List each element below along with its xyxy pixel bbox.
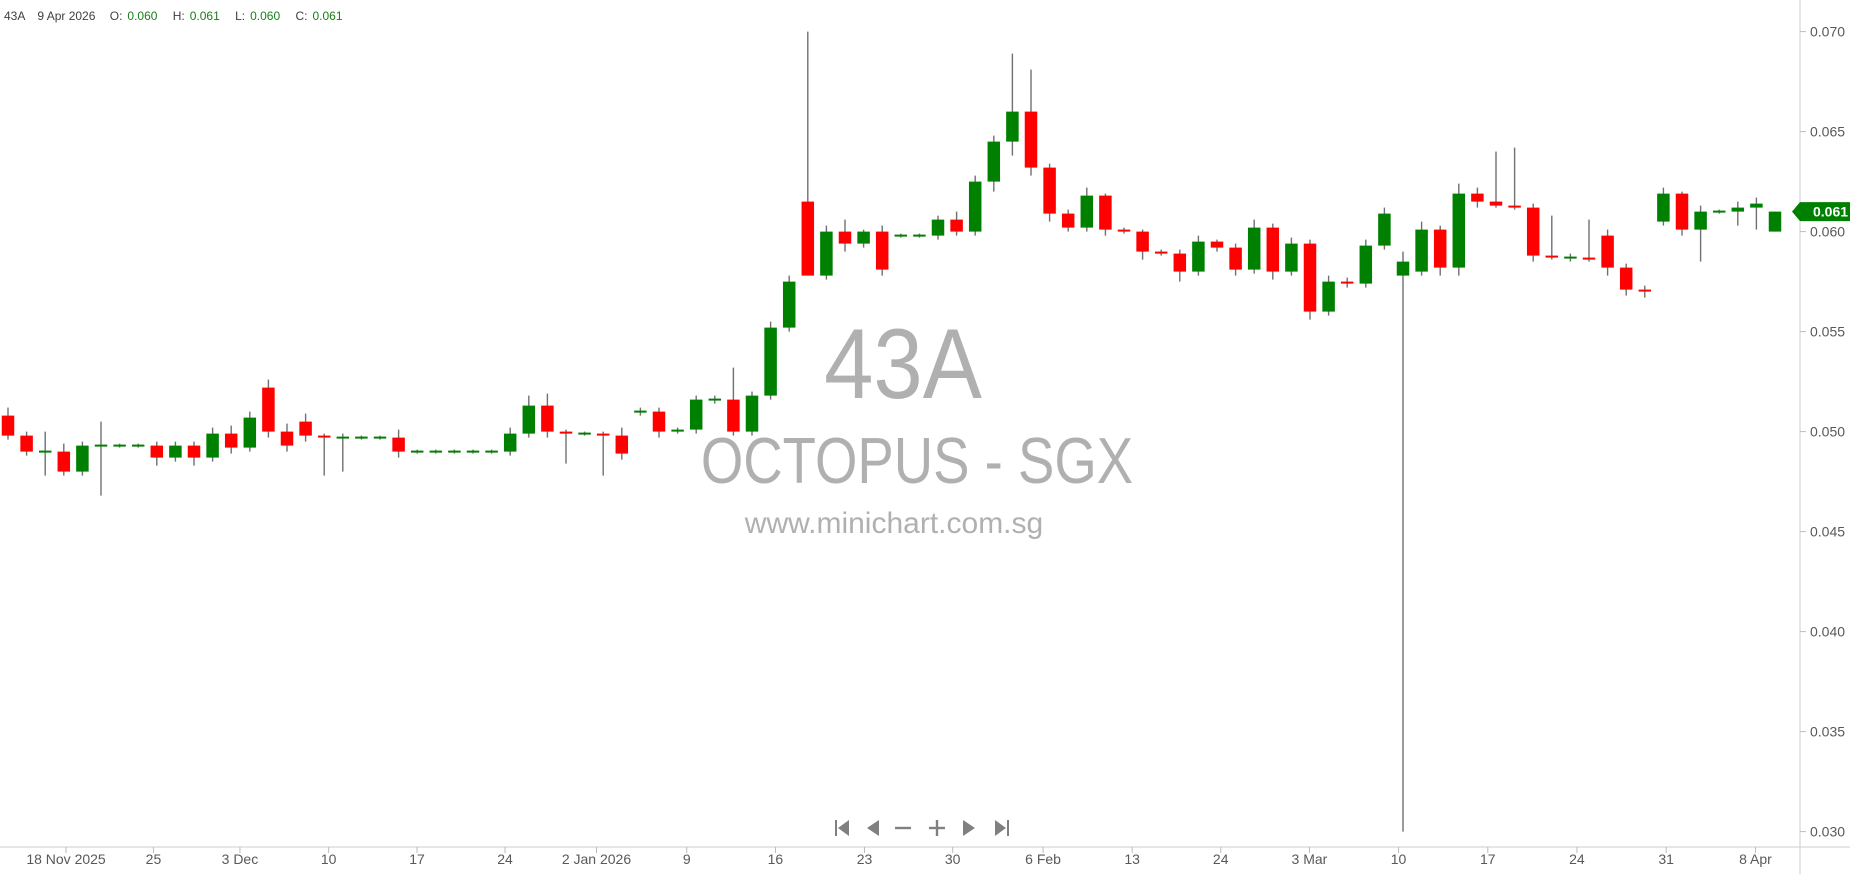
svg-text:2 Jan 2026: 2 Jan 2026 — [562, 851, 631, 867]
svg-text:0.060: 0.060 — [127, 9, 157, 23]
svg-text:0.050: 0.050 — [1810, 424, 1845, 440]
svg-text:3 Dec: 3 Dec — [222, 851, 259, 867]
svg-text:23: 23 — [857, 851, 873, 867]
svg-text:0.061: 0.061 — [312, 9, 342, 23]
svg-text:6 Feb: 6 Feb — [1025, 851, 1061, 867]
svg-text:www.minichart.com.sg: www.minichart.com.sg — [744, 507, 1043, 540]
svg-text:17: 17 — [409, 851, 425, 867]
svg-text:C:: C: — [295, 9, 307, 23]
svg-text:0.045: 0.045 — [1810, 524, 1845, 540]
svg-text:10: 10 — [1391, 851, 1407, 867]
svg-text:L:: L: — [235, 9, 245, 23]
svg-text:0.040: 0.040 — [1810, 624, 1845, 640]
svg-text:43A: 43A — [824, 308, 982, 419]
svg-text:25: 25 — [146, 851, 162, 867]
svg-text:0.060: 0.060 — [250, 9, 280, 23]
svg-text:13: 13 — [1124, 851, 1140, 867]
svg-text:9 Apr 2026: 9 Apr 2026 — [37, 9, 95, 23]
svg-text:O:: O: — [110, 9, 123, 23]
svg-text:0.065: 0.065 — [1810, 124, 1845, 140]
svg-text:24: 24 — [1569, 851, 1585, 867]
svg-text:H:: H: — [173, 9, 185, 23]
svg-text:0.055: 0.055 — [1810, 324, 1845, 340]
svg-text:OCTOPUS - SGX: OCTOPUS - SGX — [701, 424, 1133, 497]
svg-text:43A: 43A — [4, 9, 25, 23]
svg-text:16: 16 — [768, 851, 784, 867]
svg-text:24: 24 — [497, 851, 513, 867]
svg-text:24: 24 — [1213, 851, 1229, 867]
svg-text:31: 31 — [1658, 851, 1674, 867]
svg-text:30: 30 — [945, 851, 961, 867]
svg-text:0.060: 0.060 — [1810, 224, 1845, 240]
svg-text:17: 17 — [1480, 851, 1496, 867]
svg-text:0.070: 0.070 — [1810, 24, 1845, 40]
svg-text:8 Apr: 8 Apr — [1739, 851, 1772, 867]
svg-text:0.061: 0.061 — [1813, 204, 1848, 220]
svg-text:0.030: 0.030 — [1810, 824, 1845, 840]
svg-text:0.035: 0.035 — [1810, 724, 1845, 740]
svg-text:0.061: 0.061 — [190, 9, 220, 23]
svg-text:9: 9 — [683, 851, 691, 867]
svg-text:10: 10 — [321, 851, 337, 867]
svg-text:18 Nov 2025: 18 Nov 2025 — [26, 851, 106, 867]
svg-text:3 Mar: 3 Mar — [1292, 851, 1328, 867]
